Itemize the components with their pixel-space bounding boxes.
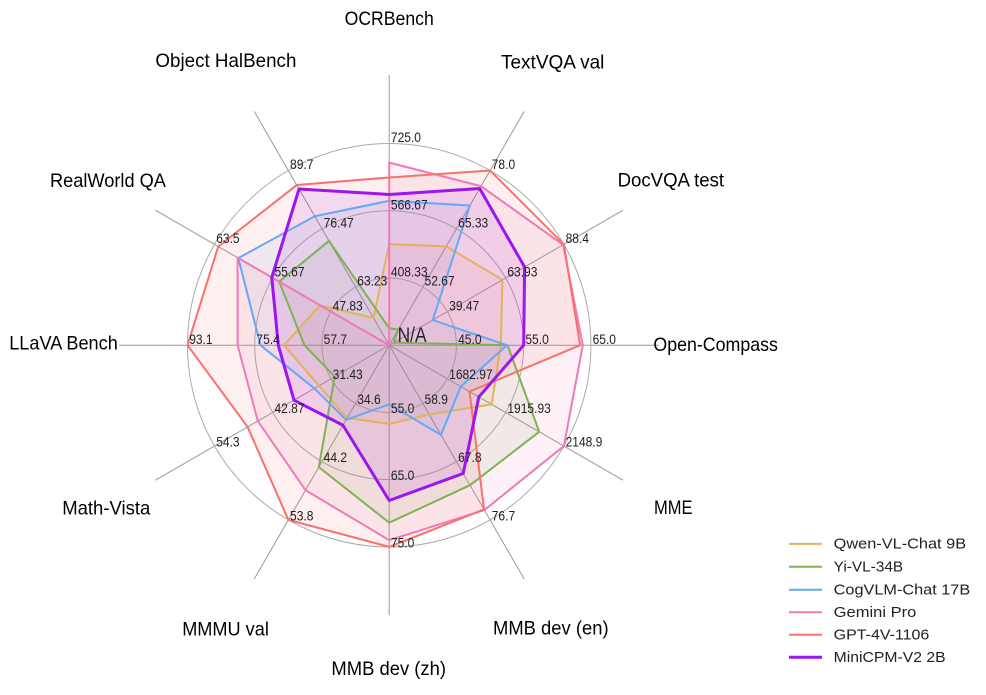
svg-text:63.5: 63.5 [216,231,239,247]
svg-text:75.0: 75.0 [391,535,414,551]
svg-text:N/A: N/A [398,324,427,347]
svg-text:Yi-VL-34B: Yi-VL-34B [834,559,904,576]
svg-text:63.23: 63.23 [357,274,387,290]
svg-text:TextVQA val: TextVQA val [501,51,604,73]
svg-text:45.0: 45.0 [458,332,481,348]
svg-text:MME: MME [654,497,693,519]
svg-text:55.67: 55.67 [274,265,304,281]
svg-text:58.9: 58.9 [425,392,448,408]
svg-text:75.4: 75.4 [256,332,279,348]
svg-text:93.1: 93.1 [189,332,212,348]
svg-text:MMB dev (zh): MMB dev (zh) [331,658,446,680]
svg-text:57.7: 57.7 [324,332,347,348]
svg-text:54.3: 54.3 [216,434,239,450]
svg-text:Open-Compass: Open-Compass [653,334,778,356]
svg-text:2148.9: 2148.9 [566,434,603,450]
svg-text:55.0: 55.0 [525,332,548,348]
svg-text:31.43: 31.43 [333,367,363,383]
svg-text:LLaVA Bench: LLaVA Bench [9,333,118,355]
svg-text:Gemini Pro: Gemini Pro [834,604,917,621]
svg-text:Qwen-VL-Chat 9B: Qwen-VL-Chat 9B [834,536,966,553]
svg-text:39.47: 39.47 [449,298,479,314]
svg-text:53.8: 53.8 [290,508,313,524]
svg-text:Object HalBench: Object HalBench [155,50,296,72]
svg-text:65.0: 65.0 [391,468,414,484]
svg-text:63.93: 63.93 [507,265,537,281]
svg-text:RealWorld QA: RealWorld QA [50,170,166,192]
svg-text:OCRBench: OCRBench [345,8,434,30]
svg-text:MMMU val: MMMU val [182,618,269,640]
svg-text:76.7: 76.7 [492,508,515,524]
svg-text:42.87: 42.87 [274,401,304,417]
svg-text:65.33: 65.33 [458,215,488,231]
svg-text:76.47: 76.47 [324,215,354,231]
svg-text:1682.97: 1682.97 [449,367,493,383]
svg-text:88.4: 88.4 [566,231,589,247]
svg-text:408.33: 408.33 [391,265,428,281]
svg-text:725.0: 725.0 [391,130,421,146]
svg-text:566.67: 566.67 [391,197,428,213]
svg-text:Math-Vista: Math-Vista [62,498,150,520]
svg-text:GPT-4V-1106: GPT-4V-1106 [834,627,930,644]
svg-text:MMB dev (en): MMB dev (en) [493,618,609,640]
svg-text:78.0: 78.0 [492,157,515,173]
svg-text:52.67: 52.67 [425,274,455,290]
svg-text:MiniCPM-V2 2B: MiniCPM-V2 2B [834,649,946,666]
svg-text:47.83: 47.83 [333,298,363,314]
svg-text:67.8: 67.8 [458,450,481,466]
svg-text:44.2: 44.2 [324,450,347,466]
svg-text:CogVLM-Chat 17B: CogVLM-Chat 17B [834,582,971,599]
svg-text:89.7: 89.7 [290,157,313,173]
svg-text:DocVQA test: DocVQA test [618,170,725,192]
svg-text:65.0: 65.0 [593,332,616,348]
svg-text:34.6: 34.6 [357,392,380,408]
svg-text:55.0: 55.0 [391,401,414,417]
svg-text:1915.93: 1915.93 [507,401,551,417]
